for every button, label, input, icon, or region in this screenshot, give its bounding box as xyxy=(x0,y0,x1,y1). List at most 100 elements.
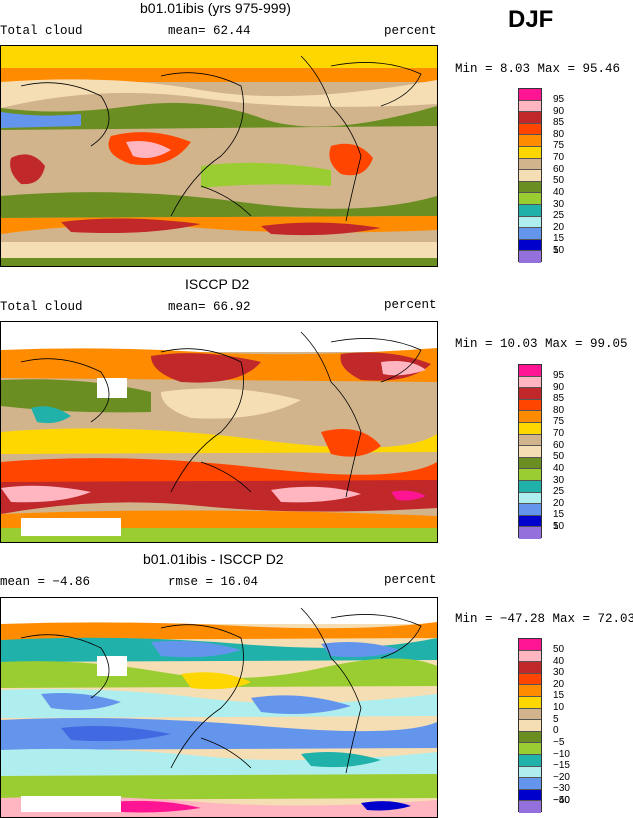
panel-2-mean-label: mean= 66.92 xyxy=(168,300,251,314)
legend-label: −30 xyxy=(553,783,570,794)
legend-swatch xyxy=(519,720,541,732)
panel-1-map-svg xyxy=(1,46,437,266)
legend-label: 20 xyxy=(553,679,565,690)
legend-swatch xyxy=(519,158,541,171)
legend-swatch xyxy=(519,135,541,147)
legend-label: 40 xyxy=(553,463,565,474)
legend-swatch xyxy=(519,778,541,790)
legend-swatch xyxy=(519,446,541,458)
legend-swatch xyxy=(519,112,541,124)
legend-label: 85 xyxy=(553,393,565,404)
legend-swatch xyxy=(519,422,541,435)
legend-swatch xyxy=(519,251,541,263)
legend-label: 90 xyxy=(553,106,565,117)
season-label: DJF xyxy=(508,6,554,33)
panel-1-mean-label: mean= 62.44 xyxy=(168,24,251,38)
legend-label: 80 xyxy=(553,405,565,416)
panel-3-map-svg xyxy=(1,598,437,817)
legend-swatch xyxy=(519,399,541,412)
legend-label: 40 xyxy=(553,656,565,667)
legend-swatch xyxy=(519,411,541,423)
legend-swatch xyxy=(519,673,541,686)
legend-label: 60 xyxy=(553,440,565,451)
legend-label: 15 xyxy=(553,690,565,701)
legend-swatch xyxy=(519,662,541,674)
panel-2-map-svg xyxy=(1,322,437,542)
legend-swatch xyxy=(519,527,541,539)
panel-2-variable-label: Total cloud xyxy=(0,300,83,314)
legend-label: 85 xyxy=(553,117,565,128)
panel-2-legend xyxy=(518,364,542,539)
legend-label: 25 xyxy=(553,210,565,221)
legend-swatch xyxy=(519,376,541,389)
legend-label: 10 xyxy=(553,521,565,532)
legend-swatch xyxy=(519,216,541,229)
legend-label: 95 xyxy=(553,94,565,105)
legend-label: 15 xyxy=(553,509,565,520)
legend-label: 90 xyxy=(553,382,565,393)
panel-1-legend xyxy=(518,88,542,263)
legend-label: 40 xyxy=(553,187,565,198)
legend-label: 50 xyxy=(553,175,565,186)
legend-swatch xyxy=(519,100,541,113)
legend-label: 0 xyxy=(553,725,559,736)
legend-swatch xyxy=(519,239,541,252)
legend-swatch xyxy=(519,743,541,755)
legend-swatch xyxy=(519,504,541,516)
legend-label: 5 xyxy=(553,714,559,725)
legend-label: 75 xyxy=(553,140,565,151)
legend-label: 60 xyxy=(553,164,565,175)
panel-2-minmax: Min = 10.03 Max = 99.05 xyxy=(455,337,628,351)
legend-label: −5 xyxy=(553,737,565,748)
panel-3-units-label: percent xyxy=(384,573,437,587)
legend-label: 70 xyxy=(553,152,565,163)
legend-swatch xyxy=(519,492,541,505)
legend-label: 20 xyxy=(553,498,565,509)
panel-3-legend xyxy=(518,638,542,813)
legend-label: 75 xyxy=(553,416,565,427)
legend-swatch xyxy=(519,228,541,240)
legend-swatch xyxy=(519,204,541,217)
legend-label: 5 xyxy=(553,245,559,256)
legend-label: −40 xyxy=(553,795,570,806)
legend-label: 50 xyxy=(553,451,565,462)
legend-swatch xyxy=(519,754,541,767)
legend-swatch xyxy=(519,388,541,400)
legend-label: 70 xyxy=(553,428,565,439)
legend-label: 10 xyxy=(553,702,565,713)
legend-swatch xyxy=(519,696,541,709)
legend-label: −15 xyxy=(553,760,570,771)
panel-3-title: b01.01ibis - ISCCP D2 xyxy=(143,551,284,567)
legend-label: 30 xyxy=(553,199,565,210)
legend-swatch xyxy=(519,639,541,651)
legend-swatch xyxy=(519,193,541,205)
legend-swatch xyxy=(519,170,541,182)
panel-2-title: ISCCP D2 xyxy=(185,276,250,292)
legend-label: 25 xyxy=(553,486,565,497)
panel-3-mean-label: mean = −4.86 xyxy=(0,575,91,589)
panel-1-variable-label: Total cloud xyxy=(0,24,83,38)
panel-1-units-label: percent xyxy=(384,24,437,38)
legend-label: −10 xyxy=(553,749,570,760)
legend-swatch xyxy=(519,766,541,779)
panel-2-map xyxy=(0,321,438,543)
legend-swatch xyxy=(519,146,541,159)
panel-3-rmse-label: rmse = 16.04 xyxy=(168,575,259,589)
legend-swatch xyxy=(519,365,541,377)
legend-swatch xyxy=(519,650,541,663)
legend-swatch xyxy=(519,89,541,101)
legend-swatch xyxy=(519,731,541,744)
legend-label: −20 xyxy=(553,772,570,783)
legend-swatch xyxy=(519,480,541,493)
legend-label: 15 xyxy=(553,233,565,244)
legend-swatch xyxy=(519,457,541,470)
legend-swatch xyxy=(519,789,541,802)
legend-label: 5 xyxy=(553,521,559,532)
legend-swatch xyxy=(519,469,541,481)
legend-label: 20 xyxy=(553,222,565,233)
legend-swatch xyxy=(519,181,541,194)
panel-1-title: b01.01ibis (yrs 975-999) xyxy=(140,0,291,16)
legend-label: 95 xyxy=(553,370,565,381)
legend-swatch xyxy=(519,515,541,528)
legend-label: 30 xyxy=(553,667,565,678)
